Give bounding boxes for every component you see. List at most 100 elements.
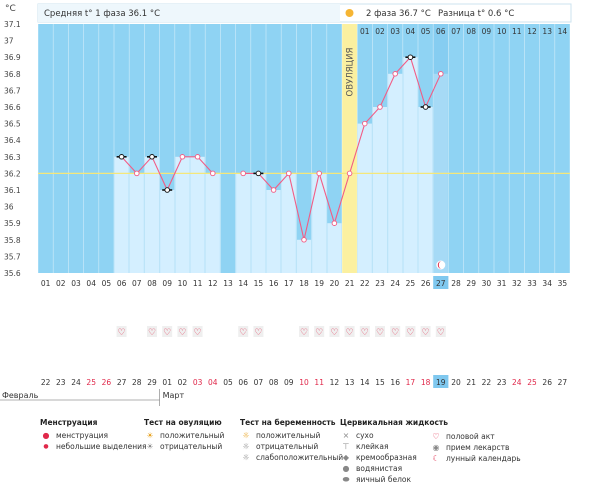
phase1-average-label: Средняя t° 1 фаза 36.1 °C [44,9,160,19]
moon-icon: ☾ [432,454,440,463]
intercourse-cell [147,326,157,337]
calendar-date-label: 02 [178,378,188,387]
intercourse-cell [299,326,309,337]
post-ovulation-day-label: 02 [375,27,385,36]
y-tick-label: 35.6 [4,269,21,278]
y-tick-label: 36.9 [4,53,21,62]
intercourse-heart-icon: ♡ [148,328,156,338]
post-ovulation-day-label: 07 [451,27,461,36]
cycle-day-label: 14 [238,279,248,288]
y-tick-label: 36 [4,203,14,212]
legend-medication: прием лекарств [446,443,510,452]
post-ovulation-day-label: 11 [512,27,522,36]
temperature-bar-day-15 [251,173,266,273]
cycle-day-label: 20 [330,279,340,288]
intercourse-cell [405,326,416,337]
ovulation-negative-icon: ☀ [146,442,154,451]
temperature-bar-day-23 [372,107,388,273]
cycle-day-label: 05 [102,279,112,288]
cycle-day-label: 28 [451,279,461,288]
post-ovulation-day-label: 10 [497,27,507,36]
watery-icon: ● [342,464,350,473]
cycle-day-label: 26 [421,279,431,288]
calendar-date-label: 07 [254,378,264,387]
legend-ovulation-test: Тест на овуляцию ☀ положительный ☀ отрицат… [144,418,224,452]
temperature-point [194,154,201,160]
cycle-day-label: 25 [406,279,416,288]
ovulation-column [342,24,358,273]
temperature-point [118,154,125,160]
cycle-day-label: 11 [193,279,203,288]
cycle-day-label: 01 [41,279,51,288]
legend-intercourse: половой акт [446,432,495,441]
temperature-bar-day-06 [114,156,129,273]
post-ovulation-day-label: 04 [406,27,416,36]
intercourse-heart-icon: ♡ [376,328,384,338]
intercourse-heart-icon: ♡ [432,432,440,441]
post-ovulation-day-label: 06 [436,27,446,36]
temperature-point [164,187,170,193]
temperature-point [438,71,444,77]
intercourse-cell [162,326,173,337]
calendar-date-label: 24 [71,378,81,387]
legend-pregnancy-negative: отрицательный [256,442,319,451]
legend-menstruation: Менструация ● менструация ● небольшие выде… [40,418,147,452]
cycle-day-label: 19 [314,279,324,288]
pregnancy-positive-icon: ☼ [242,431,250,440]
temperature-point [407,54,414,60]
post-ovulation-day-label: 09 [482,27,492,36]
temperature-point [255,170,262,177]
intercourse-cell [238,326,249,337]
temperature-bar-day-11 [190,156,205,273]
calendar-date-label: 19 [436,378,446,387]
legend-cervical-fluid: Цервикальная жидкость × сухо ⊤ клейкая ◆ кр… [340,418,448,485]
post-ovulation-day-label: 14 [558,27,568,36]
current-day-marker [433,276,449,289]
calendar-date-label: 09 [284,378,294,387]
calendar-date-label: 23 [497,378,507,387]
intercourse-heart-icon: ♡ [346,328,354,338]
calendar-date-label: 20 [451,378,461,387]
intercourse-cell [420,326,431,337]
intercourse-cell [253,326,264,337]
temperature-bar-day-26 [418,107,433,273]
calendar-date-label: 27 [558,378,568,387]
legend-cervical-creamy: кремообразная [356,453,417,462]
phase2-average-label: 2 фаза 36.7 °C [366,9,431,19]
cycle-day-label: 33 [527,279,537,288]
cycle-day-label: 12 [208,279,218,288]
temperature-bar-day-09 [160,190,175,273]
calendar-date-label: 04 [208,378,218,387]
cycle-day-label: 27 [436,279,446,288]
temperature-bar-day-17 [281,173,296,273]
cycle-day-label: 29 [466,279,476,288]
spotting-drop-icon: ● [43,443,49,450]
intercourse-heart-icon: ♡ [178,328,186,338]
sticky-icon: ⊤ [342,442,350,451]
cycle-day-label: 04 [86,279,96,288]
legend-cervical-dry: сухо [356,431,374,440]
temperature-point [210,170,216,177]
legend-cervical-fluid-title: Цервикальная жидкость [340,418,449,427]
intercourse-cell [359,326,370,337]
intercourse-heart-icon: ♡ [163,328,171,338]
post-ovulation-day-label: 03 [390,27,400,36]
cycle-day-label: 08 [147,279,157,288]
temperature-bar-day-20 [327,223,342,273]
cycle-day-label: 21 [345,279,355,288]
intercourse-cell [116,326,127,337]
temperature-bar-day-25 [403,57,418,274]
post-ovulation-day-label: 01 [360,27,370,36]
temperature-bar-day-16 [266,190,281,273]
cycle-day-label: 06 [117,279,127,288]
temperature-point [149,154,155,160]
calendar-date-label: 17 [406,378,416,387]
legend-cervical-watery: водянистая [356,464,403,473]
intercourse-heart-icon: ♡ [194,328,202,338]
intercourse-heart-icon: ♡ [406,328,414,338]
cycle-day-label: 32 [512,279,522,288]
calendar-date-label: 24 [512,378,522,387]
temperature-bar-day-22 [357,123,372,273]
cycle-day-label: 13 [223,279,233,288]
calendar-date-label: 08 [269,378,279,387]
